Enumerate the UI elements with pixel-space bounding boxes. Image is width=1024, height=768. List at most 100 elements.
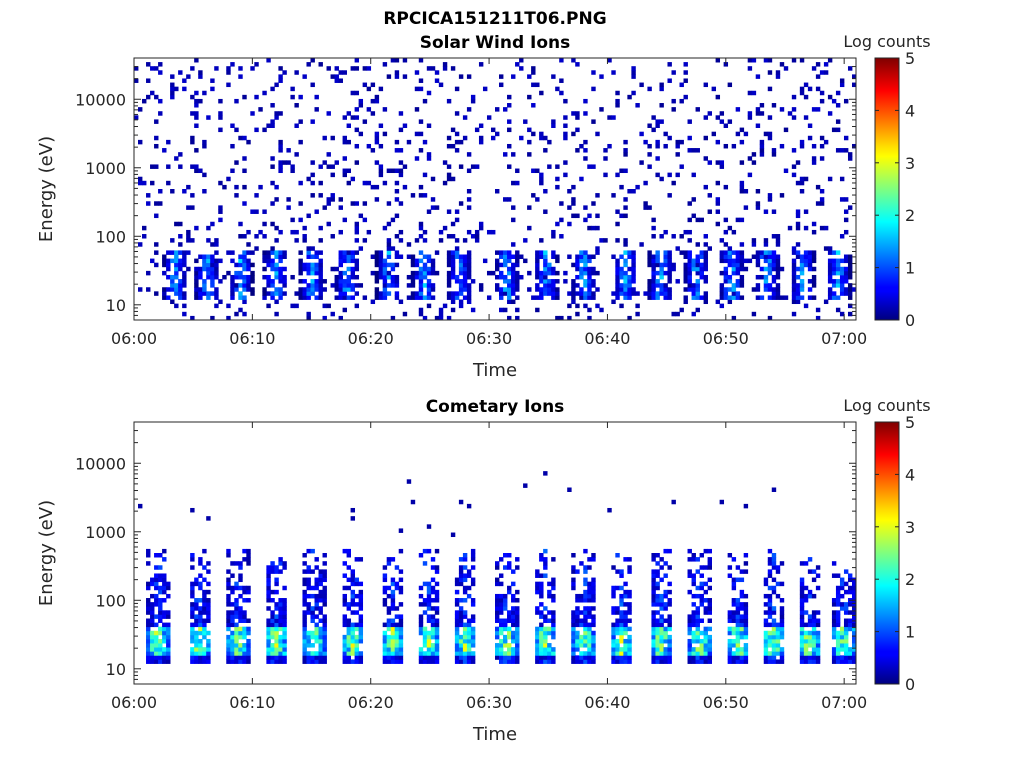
heatmap-cell [442,66,448,71]
heatmap-cell [599,107,604,112]
heatmap-cell [246,630,251,636]
heatmap-cell [306,176,311,182]
heatmap-cell [210,274,215,280]
heatmap-cell [843,610,849,615]
heatmap-cell [579,610,584,615]
heatmap-cell [266,262,271,268]
heatmap-cell [735,258,741,264]
heatmap-cell [302,553,307,558]
heatmap-cell [270,622,275,628]
heatmap-cell [246,585,251,591]
heatmap-cell [791,291,797,296]
heatmap-cell [374,135,380,141]
heatmap-cell [190,634,195,640]
heatmap-cell [571,569,576,574]
heatmap-cell [278,655,283,660]
heatmap-cell [394,651,400,656]
heatmap-cell [182,86,187,92]
heatmap-cell [767,266,773,272]
heatmap-cell [318,618,323,623]
heatmap-cell [278,139,283,145]
heatmap-cell [210,283,215,288]
heatmap-cell [466,659,472,664]
heatmap-cell [318,266,323,272]
heatmap-cell [386,291,392,296]
heatmap-cell [839,176,845,182]
heatmap-cell [390,217,396,223]
heatmap-cell [715,94,721,100]
heatmap-cell [450,270,456,276]
heatmap-cell [779,561,785,566]
heatmap-cell [146,287,151,292]
heatmap-cell [454,246,460,251]
heatmap-cell [302,287,307,292]
heatmap-cell [575,262,580,268]
heatmap-cell [503,274,508,280]
heatmap-cell [342,135,347,141]
heatmap-cell [571,659,576,664]
heatmap-cell [679,234,684,239]
heatmap-cell [458,262,464,268]
heatmap-cell [326,152,331,157]
heatmap-cell [587,270,592,276]
heatmap-cell [739,655,745,660]
heatmap-cell [374,258,380,264]
heatmap-cell [482,258,488,264]
heatmap-cell [807,569,813,574]
heatmap-cell [727,246,733,251]
heatmap-cell [146,655,151,660]
heatmap-cell [651,602,656,607]
heatmap-cell [547,643,552,648]
heatmap-cell [434,315,440,320]
heatmap-cell [206,610,211,615]
heatmap-cell [843,581,849,587]
heatmap-cell [571,655,576,660]
heatmap-cell [579,643,584,648]
heatmap-cell [254,127,259,133]
heatmap-cell [246,139,251,145]
heatmap-cell [651,622,656,628]
heatmap-cell [619,659,624,664]
heatmap-cell [771,152,777,157]
heatmap-cell [795,221,801,227]
heatmap-cell [350,287,356,292]
heatmap-cell [799,189,805,194]
heatmap-cell [426,283,432,288]
heatmap-cell [703,295,708,300]
heatmap-cell [843,229,849,235]
heatmap-cell [150,651,155,656]
heatmap-cell [731,655,737,660]
heatmap-cell [382,602,388,607]
heatmap-cell [707,598,712,603]
heatmap-cell [278,622,283,628]
heatmap-cell [302,622,307,628]
heatmap-cell [575,311,580,317]
heatmap-cell [374,184,380,190]
heatmap-cell [735,659,741,664]
heatmap-cell [226,598,231,603]
heatmap-cell [499,647,504,652]
heatmap-cell [615,643,620,648]
heatmap-cell [298,295,303,300]
heatmap-cell [555,164,560,169]
heatmap-cell [851,602,856,607]
heatmap-cell [703,634,708,640]
heatmap-cell [731,557,737,562]
heatmap-cell [410,283,416,288]
heatmap-cell [194,164,199,169]
heatmap-cell [374,295,380,300]
heatmap-cell [739,634,745,640]
heatmap-cell [394,647,400,652]
heatmap-cell [679,250,684,255]
heatmap-cell [551,659,556,664]
heatmap-cell [246,553,251,558]
heatmap-cell [583,156,588,161]
heatmap-cell [310,548,315,554]
heatmap-cell [234,184,239,190]
heatmap-cell [458,164,464,169]
heatmap-cell [238,135,243,141]
heatmap-cell [811,655,817,660]
heatmap-cell [174,287,179,292]
heatmap-cell [627,659,632,664]
heatmap-cell [394,655,400,660]
